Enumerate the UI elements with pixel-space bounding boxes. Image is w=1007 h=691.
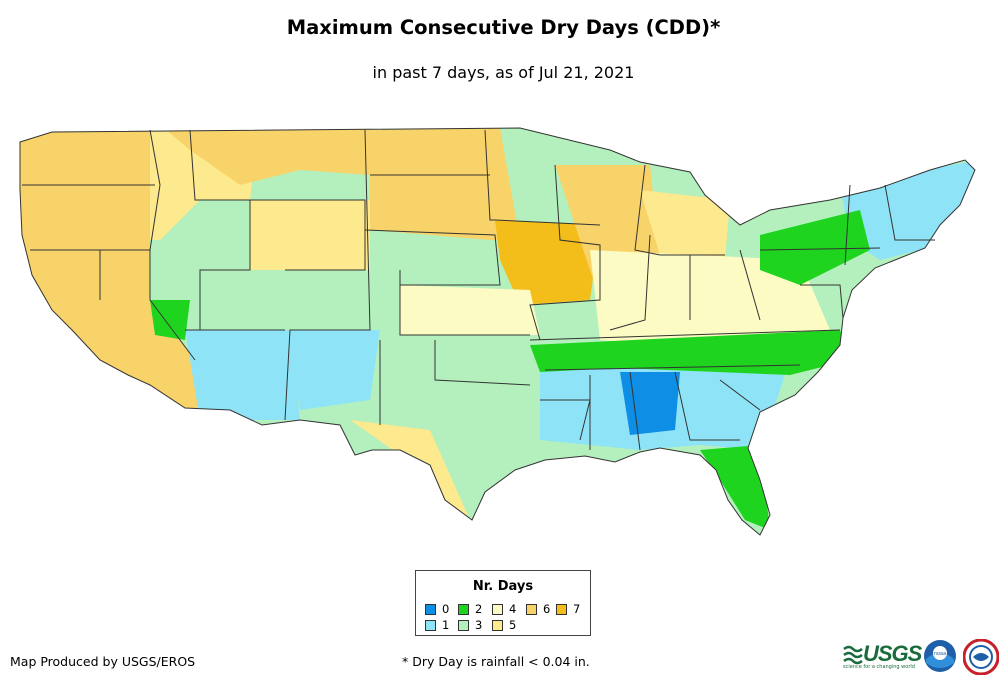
nws-logo-icon xyxy=(963,639,999,675)
noaa-logo-icon: noaa xyxy=(924,640,956,672)
region-nm-wet xyxy=(285,330,380,410)
legend-item: 2 xyxy=(458,602,482,616)
legend-label: 5 xyxy=(509,618,517,632)
legend-swatch xyxy=(492,603,503,615)
map-title: Maximum Consecutive Dry Days (CDD)* xyxy=(286,16,721,39)
legend-label: 1 xyxy=(442,618,450,632)
legend-item: 3 xyxy=(458,618,482,632)
legend-label: 4 xyxy=(509,602,517,616)
usgs-wave-icon xyxy=(843,645,863,665)
legend-swatch xyxy=(458,619,469,631)
region-ohio-valley xyxy=(590,250,830,350)
region-kansas xyxy=(400,285,540,335)
region-se-green xyxy=(530,330,850,375)
region-montana-dry xyxy=(160,128,370,185)
region-plains-dry xyxy=(370,128,520,240)
legend-label: 7 xyxy=(573,602,581,616)
legend-label: 2 xyxy=(475,602,483,616)
region-0-patches xyxy=(620,372,680,435)
region-nv-green xyxy=(150,300,190,340)
noaa-label: noaa xyxy=(934,651,946,657)
legend-swatch xyxy=(492,619,503,631)
legend-box: Nr. Days 0 1 2 3 4 5 6 7 xyxy=(415,570,591,636)
legend-title: Nr. Days xyxy=(472,579,534,594)
map-credit: Map Produced by USGS/EROS xyxy=(10,654,196,669)
legend-item: 6 xyxy=(526,602,550,616)
legend-swatch xyxy=(556,603,567,615)
usgs-logo: USGS science for a changing world xyxy=(843,640,922,670)
usgs-wordmark: USGS xyxy=(863,641,922,666)
region-florida xyxy=(700,445,770,530)
legend-swatch xyxy=(425,619,436,631)
legend-label: 6 xyxy=(543,602,551,616)
legend-item: 0 xyxy=(425,602,449,616)
dry-day-footnote: * Dry Day is rainfall < 0.04 in. xyxy=(402,654,590,669)
legend-label: 0 xyxy=(442,602,450,616)
region-wyoming-mix xyxy=(250,200,370,270)
state-borders xyxy=(19,127,976,536)
legend-item: 4 xyxy=(492,602,516,616)
region-michigan-dry xyxy=(640,190,730,260)
region-ny-green xyxy=(760,210,870,285)
legend-item: 5 xyxy=(492,618,516,632)
legend-swatch xyxy=(425,603,436,615)
legend-item: 1 xyxy=(425,618,449,632)
legend-swatch xyxy=(458,603,469,615)
region-southwest-wet xyxy=(185,330,300,420)
legend-item: 7 xyxy=(556,602,580,616)
usgs-tagline: science for a changing world xyxy=(843,664,915,670)
legend-swatch xyxy=(526,603,537,615)
legend-label: 3 xyxy=(475,618,483,632)
map-subtitle: in past 7 days, as of Jul 21, 2021 xyxy=(372,63,635,82)
